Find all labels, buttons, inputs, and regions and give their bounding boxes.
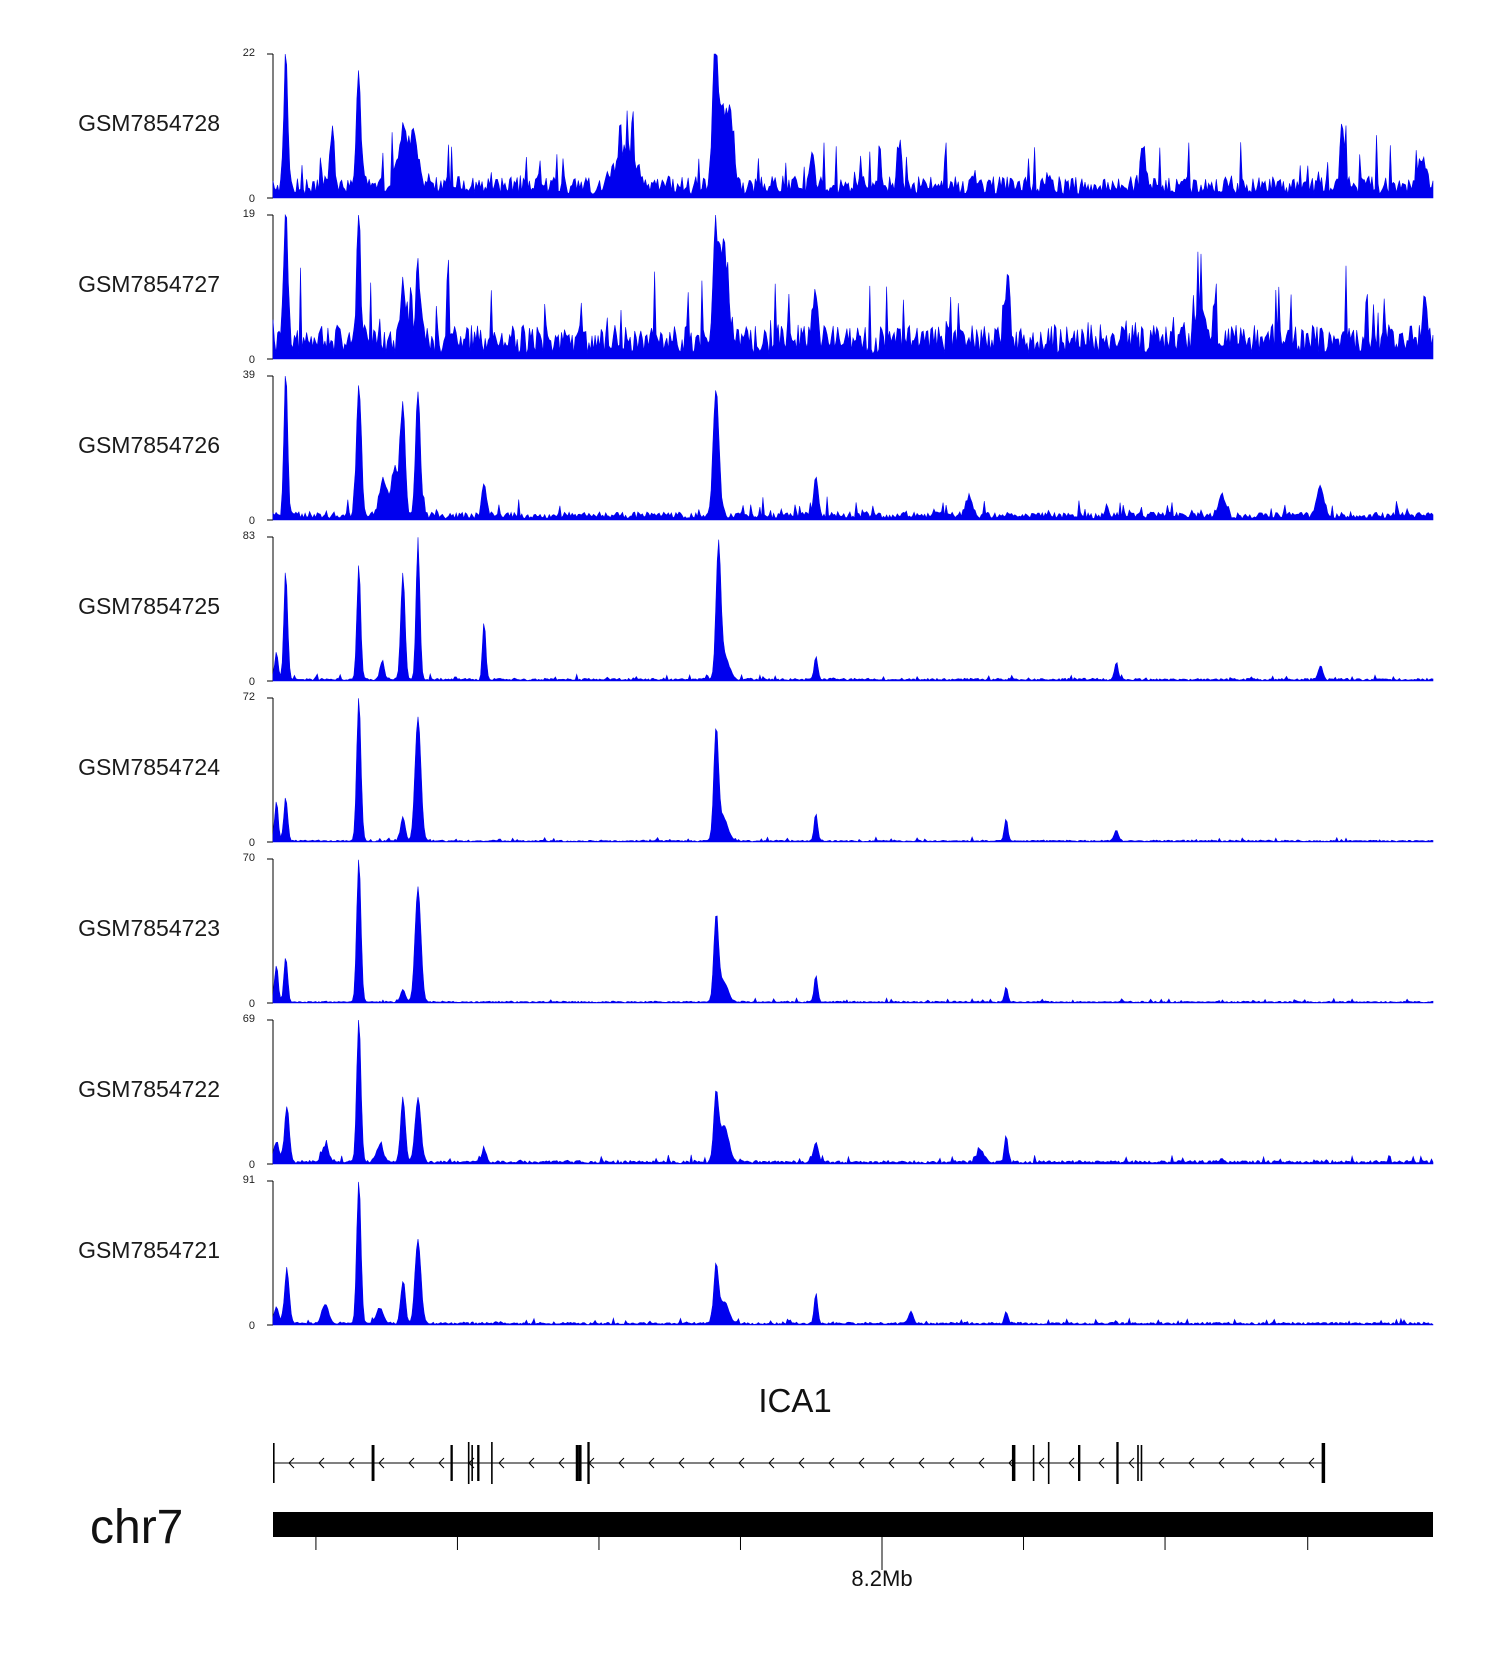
track-label: GSM7854724 [78,754,220,780]
chromosome-track: chr7 8.2Mb [90,1501,1433,1591]
gene-exon [491,1442,493,1484]
y-min-label: 0 [249,354,255,366]
signal-area [272,1181,1434,1326]
track-label: GSM7854726 [78,432,220,458]
y-max-label: 69 [243,1013,255,1025]
gene-exon [575,1445,579,1481]
strand-arrow [318,1457,325,1469]
gene-exon [1047,1442,1050,1484]
track-label: GSM7854721 [78,1237,220,1263]
gene-exon [1116,1442,1119,1484]
gene-exon [1011,1445,1016,1481]
strand-arrow [828,1457,835,1469]
track-GSM7854722: GSM7854722 69 0 [78,1013,1434,1171]
gene-exon [371,1445,375,1481]
y-max-label: 22 [243,47,255,59]
strand-arrow [288,1457,295,1469]
gene-exon [273,1443,275,1483]
strand-arrow [978,1457,985,1469]
strand-arrow [558,1457,565,1469]
track-GSM7854728: GSM7854728 22 0 [78,47,1434,205]
gene-label-ica1: ICA1 [758,1382,831,1419]
y-min-label: 0 [249,515,255,527]
signal-area [272,859,1434,1004]
y-max-label: 72 [243,691,255,703]
gene-exon [1321,1443,1326,1483]
strand-arrow [498,1457,505,1469]
track-GSM7854727: GSM7854727 19 0 [78,208,1434,366]
track-GSM7854724: GSM7854724 72 0 [78,691,1434,849]
y-min-label: 0 [249,837,255,849]
strand-arrow [1278,1457,1285,1469]
y-max-label: 91 [243,1174,255,1186]
strand-arrow [798,1457,805,1469]
strand-arrow [1098,1457,1105,1469]
strand-arrow [1188,1457,1195,1469]
strand-arrow [348,1457,355,1469]
signal-area [272,375,1434,521]
strand-arrow [1128,1457,1135,1469]
gene-exon [587,1442,590,1484]
strand-arrow [918,1457,925,1469]
strand-arrow [738,1457,745,1469]
strand-arrow [528,1457,535,1469]
signal-area [272,1019,1434,1165]
strand-arrow [1248,1457,1255,1469]
strand-arrow [1068,1457,1075,1469]
signal-tracks: GSM7854728220GSM7854727190GSM7854726390G… [78,47,1434,1332]
strand-arrow [858,1457,865,1469]
signal-area [272,53,1434,199]
strand-arrow [678,1457,685,1469]
y-max-label: 70 [243,852,255,864]
chromosome-bar [273,1512,1433,1537]
chromosome-position-label: 8.2Mb [851,1566,912,1591]
strand-arrow [1218,1457,1225,1469]
strand-arrow [1158,1457,1165,1469]
strand-arrow [408,1457,415,1469]
track-label: GSM7854725 [78,593,220,619]
track-label: GSM7854722 [78,1076,220,1102]
strand-arrow [1308,1457,1315,1469]
track-label: GSM7854723 [78,915,220,941]
strand-arrow [1038,1457,1045,1469]
signal-area [272,537,1434,682]
track-GSM7854725: GSM7854725 83 0 [78,530,1434,688]
gene-exon [578,1445,582,1481]
gene-exon [1032,1445,1035,1481]
gene-exon [1140,1445,1143,1481]
y-min-label: 0 [249,1320,255,1332]
y-max-label: 19 [243,208,255,220]
y-min-label: 0 [249,1159,255,1171]
strand-arrow [768,1457,775,1469]
track-GSM7854723: GSM7854723 70 0 [78,852,1434,1010]
y-min-label: 0 [249,676,255,688]
chromosome-label: chr7 [90,1501,183,1554]
track-GSM7854721: GSM7854721 91 0 [78,1174,1434,1332]
y-max-label: 83 [243,530,255,542]
gene-exon [467,1442,470,1484]
strand-arrow [708,1457,715,1469]
gene-track: ICA1 [273,1382,1326,1484]
strand-arrow [378,1457,385,1469]
signal-area [272,213,1434,360]
track-label: GSM7854727 [78,271,220,297]
strand-arrow [648,1457,655,1469]
track-label: GSM7854728 [78,110,220,136]
strand-arrow [948,1457,955,1469]
gene-exon [471,1445,473,1481]
gene-exon [450,1445,453,1481]
y-min-label: 0 [249,998,255,1010]
gene-exon [477,1445,480,1481]
gene-exon [1137,1445,1139,1481]
track-GSM7854726: GSM7854726 39 0 [78,369,1434,527]
y-max-label: 39 [243,369,255,381]
y-min-label: 0 [249,193,255,205]
signal-area [272,698,1434,843]
gene-exon [1078,1445,1081,1481]
strand-arrow [888,1457,895,1469]
strand-arrow [438,1457,445,1469]
strand-arrow [618,1457,625,1469]
